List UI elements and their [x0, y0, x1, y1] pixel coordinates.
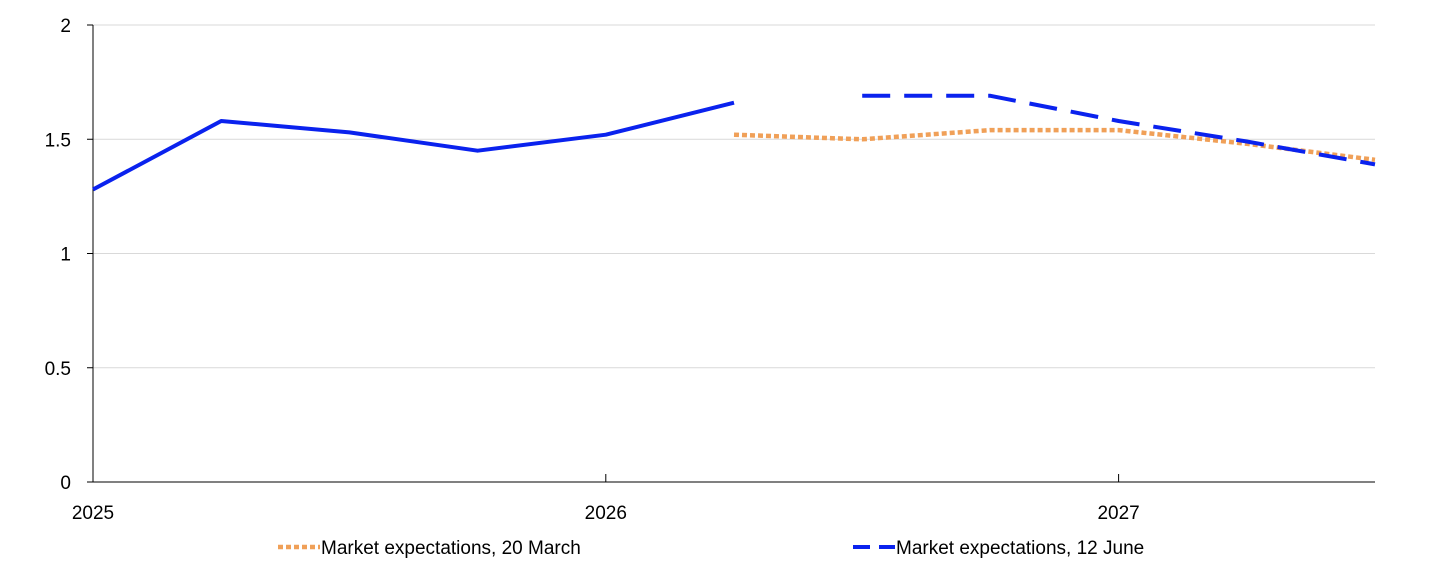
x-tick-label: 2025 [72, 503, 114, 524]
series-line-3 [862, 93, 1376, 167]
series-line-2 [733, 127, 1376, 163]
x-tick-label: 2027 [1097, 503, 1139, 524]
tick-labels: 0 0.5 1 1.5 2 2025 2026 2027 [45, 16, 1140, 524]
x-tick-label: 2026 [585, 503, 627, 524]
y-tick-label: 1 [60, 245, 71, 266]
y-tick-label: 0.5 [45, 359, 71, 380]
series-lines [92, 93, 1376, 192]
y-tick-label: 1.5 [45, 130, 71, 151]
legend: Market expectations, 20 March Market expe… [278, 538, 1144, 559]
series-line-1 [92, 100, 735, 192]
y-tick-label: 2 [60, 16, 71, 37]
legend-label: Market expectations, 20 March [321, 538, 581, 559]
y-tick-label: 0 [60, 473, 71, 494]
gridlines [93, 24, 1375, 369]
axes [87, 24, 1375, 483]
legend-label: Market expectations, 12 June [896, 538, 1144, 559]
